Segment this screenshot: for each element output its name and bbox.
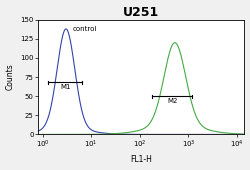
Text: M2: M2 — [167, 98, 177, 104]
X-axis label: FL1-H: FL1-H — [130, 155, 152, 164]
Y-axis label: Counts: Counts — [6, 64, 15, 90]
Text: M1: M1 — [60, 84, 71, 90]
Text: control: control — [73, 26, 97, 32]
Title: U251: U251 — [123, 6, 159, 19]
